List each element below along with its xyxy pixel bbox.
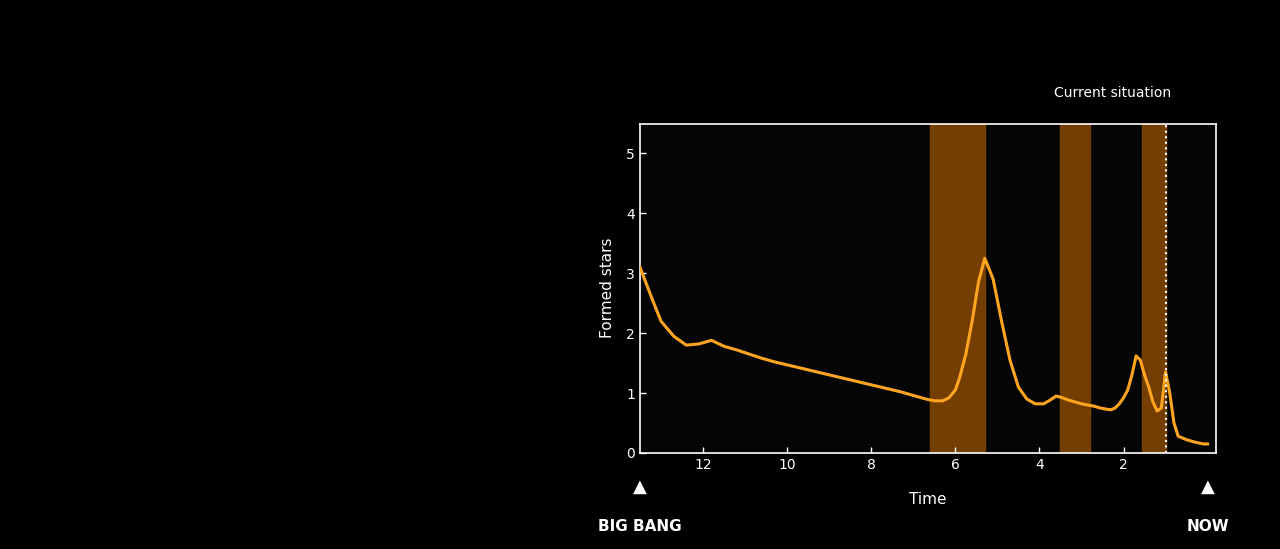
Text: Time: Time xyxy=(909,492,947,507)
Bar xyxy=(1060,124,1089,453)
Text: ▲: ▲ xyxy=(634,478,646,496)
Text: NOW: NOW xyxy=(1187,519,1229,534)
Text: ▲: ▲ xyxy=(1201,478,1215,496)
Y-axis label: Formed stars: Formed stars xyxy=(600,238,616,339)
Text: Current situation: Current situation xyxy=(1055,86,1171,100)
Bar xyxy=(931,124,984,453)
Bar xyxy=(1143,124,1166,453)
Text: BIG BANG: BIG BANG xyxy=(598,519,682,534)
